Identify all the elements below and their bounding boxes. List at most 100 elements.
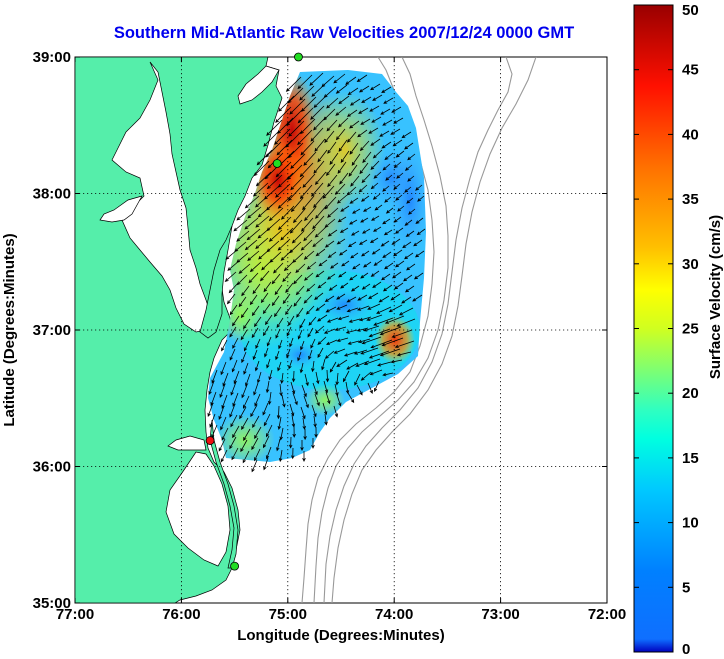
velocity-arrow — [342, 370, 350, 383]
velocity-arrow — [336, 304, 348, 310]
velocity-arrow — [357, 294, 368, 301]
velocity-arrow — [233, 370, 240, 385]
velocity-arrow — [381, 141, 392, 149]
velocity-arrow — [207, 402, 214, 417]
velocity-arrow — [314, 171, 327, 186]
velocity-arrow — [274, 284, 283, 296]
velocity-arrow — [233, 219, 248, 232]
velocity-arrow — [368, 127, 379, 134]
colorbar-tick-label: 50 — [682, 2, 699, 19]
velocity-arrow — [314, 393, 320, 407]
velocity-arrow — [373, 259, 383, 266]
velocity-arrow — [277, 216, 292, 231]
velocity-arrow — [369, 105, 380, 112]
chesapeake-bay — [111, 61, 213, 333]
velocity-arrow — [395, 150, 405, 158]
velocity-arrow — [372, 193, 381, 200]
velocity-arrow — [333, 348, 346, 354]
velocity-arrow — [310, 127, 324, 142]
velocity-arrow — [295, 285, 305, 296]
velocity-arrow — [349, 274, 358, 281]
x-tick-label: 73:00 — [481, 606, 519, 623]
velocity-arrow — [406, 263, 416, 271]
velocity-arrow — [374, 380, 380, 393]
velocity-arrow — [243, 428, 251, 441]
colorbar-tick-label: 25 — [682, 321, 699, 338]
velocity-arrow — [347, 340, 360, 345]
velocity-arrow — [323, 328, 336, 334]
velocity-arrow — [251, 437, 259, 451]
colorbar — [633, 4, 674, 653]
velocity-arrow — [276, 317, 284, 329]
velocity-arrow — [358, 316, 372, 322]
velocity-arrow — [361, 96, 372, 103]
y-axis-ticks: 39:00 38:00 37:00 36:00 35:00 — [33, 49, 607, 612]
velocity-arrow — [209, 413, 216, 428]
velocity-arrow — [300, 239, 313, 251]
velocity-arrow — [376, 361, 392, 367]
velocity-arrow — [249, 261, 262, 273]
velocity-arrow — [238, 263, 251, 274]
velocity-arrow — [382, 119, 393, 126]
velocity-arrow — [260, 270, 270, 282]
velocity-arrow — [255, 237, 269, 249]
velocity-arrow — [326, 163, 336, 177]
velocity-arrow — [351, 153, 361, 166]
velocity-arrow — [326, 273, 336, 280]
velocity-arrow — [288, 315, 295, 326]
velocity-arrow — [263, 281, 272, 293]
velocity-arrow — [239, 406, 247, 420]
velocity-arrow — [336, 359, 348, 367]
velocity-arrow — [253, 160, 270, 177]
velocity-arrow — [280, 205, 295, 220]
velocity-arrow — [371, 116, 382, 123]
velocity-arrow — [349, 197, 359, 204]
velocity-arrow — [230, 414, 238, 428]
velocity-arrow — [363, 358, 381, 366]
velocity-arrow — [305, 305, 315, 315]
velocity-arrow — [392, 139, 403, 147]
velocity-arrow — [295, 263, 306, 274]
velocity-arrow — [373, 226, 382, 232]
velocity-arrow — [257, 226, 272, 239]
velocity-arrow — [297, 129, 313, 146]
velocity-arrow — [336, 394, 342, 407]
velocity-arrow — [240, 329, 248, 341]
velocity-arrow — [312, 237, 324, 248]
velocity-arrow — [241, 351, 247, 364]
velocity-arrow — [251, 327, 259, 339]
y-tick-label: 37:00 — [33, 322, 71, 339]
velocity-arrow — [263, 457, 269, 471]
velocity-arrow — [315, 371, 320, 385]
velocity-arrow — [262, 303, 271, 315]
land-mainland — [75, 57, 283, 603]
velocity-arrow — [336, 194, 348, 204]
radar-station-marker — [272, 159, 282, 168]
velocity-arrow — [236, 274, 248, 286]
velocity-arrow — [304, 206, 317, 222]
velocity-arrow — [277, 238, 291, 251]
velocity-arrow — [341, 260, 350, 267]
velocity-arrow — [414, 250, 425, 258]
velocity-arrow — [345, 76, 357, 85]
velocity-arrow — [311, 404, 317, 418]
velocity-arrow — [398, 307, 414, 316]
y-axis-label: Latitude (Degrees:Minutes) — [1, 233, 18, 426]
map-layer — [75, 57, 537, 603]
velocity-arrow — [229, 436, 237, 450]
radar-station-marker — [230, 561, 240, 571]
chart-title: Southern Mid-Atlantic Raw Velocities 200… — [114, 24, 574, 42]
velocity-arrow — [291, 447, 295, 460]
velocity-arrow — [404, 164, 413, 171]
colorbar-tick-label: 0 — [682, 641, 690, 658]
velocity-arrow — [376, 306, 392, 314]
velocity-arrow — [360, 272, 369, 279]
velocity-arrow — [303, 250, 315, 260]
velocity-arrow — [350, 285, 360, 292]
velocity-arrow — [415, 184, 423, 191]
velocity-arrow — [380, 108, 391, 115]
velocity-arrow — [220, 449, 228, 463]
velocity-arrow — [360, 371, 372, 381]
velocity-arrow — [328, 284, 338, 291]
velocity-arrow — [340, 150, 350, 163]
